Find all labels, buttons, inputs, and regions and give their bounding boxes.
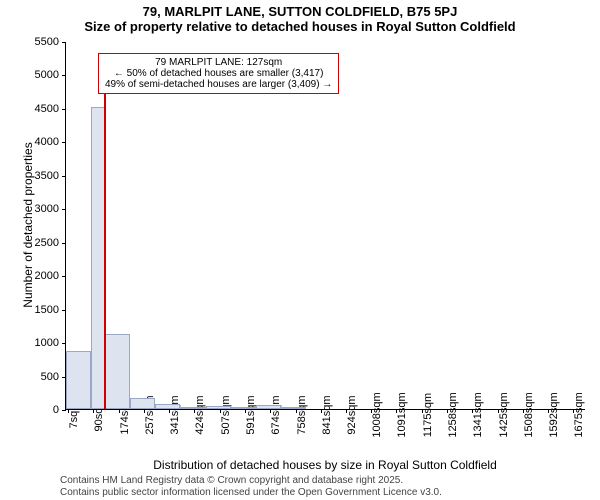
y-tick-label: 5000 [35,69,59,81]
y-tick-label: 4000 [35,136,59,148]
x-tick-label: 1258sqm [447,392,459,437]
y-tick [62,75,66,76]
chart-title-line2: Size of property relative to detached ho… [0,19,600,34]
y-tick [62,42,66,43]
x-tick-label: 841sqm [321,395,333,434]
x-tick-label: 1675sqm [573,392,585,437]
histogram-bar [180,407,205,409]
y-tick [62,343,66,344]
x-axis-label: Distribution of detached houses by size … [65,458,585,472]
annotation-line: ← 50% of detached houses are smaller (3,… [105,68,332,79]
histogram-bar [231,407,256,409]
y-tick-label: 1500 [35,304,59,316]
x-tick-label: 1341sqm [472,392,484,437]
y-tick [62,276,66,277]
y-tick-label: 5500 [35,36,59,48]
histogram-bar [130,398,155,409]
y-tick-label: 4500 [35,103,59,115]
y-tick-label: 2500 [35,237,59,249]
annotation-box: 79 MARLPIT LANE: 127sqm← 50% of detached… [98,53,339,94]
histogram-bar [66,351,91,409]
x-tick-label: 674sqm [270,395,282,434]
annotation-line: 79 MARLPIT LANE: 127sqm [105,57,332,68]
histogram-bar [155,404,180,409]
y-tick [62,209,66,210]
y-tick [62,243,66,244]
y-tick [62,176,66,177]
x-tick-label: 424sqm [194,395,206,434]
attribution-line1: Contains HM Land Registry data © Crown c… [60,475,403,486]
y-tick-label: 1000 [35,337,59,349]
histogram-bar [91,107,105,409]
x-tick-label: 1508sqm [523,392,535,437]
y-tick-label: 0 [53,404,59,416]
x-tick-label: 1592sqm [548,392,560,437]
chart-title-line1: 79, MARLPIT LANE, SUTTON COLDFIELD, B75 … [0,4,600,19]
histogram-bar [206,406,231,409]
x-tick-label: 1091sqm [396,392,408,437]
x-tick-label: 591sqm [245,395,257,434]
y-tick [62,310,66,311]
y-tick [62,109,66,110]
y-tick [62,142,66,143]
x-tick-label: 924sqm [346,395,358,434]
y-tick-label: 2000 [35,270,59,282]
y-tick-label: 3500 [35,170,59,182]
x-tick-label: 1425sqm [498,392,510,437]
annotation-line: 49% of semi-detached houses are larger (… [105,79,332,90]
y-axis-label: Number of detached properties [21,135,35,315]
x-tick-label: 1008sqm [371,392,383,437]
marker-line [104,81,106,409]
attribution-line2: Contains public sector information licen… [60,487,442,498]
chart-container: 79, MARLPIT LANE, SUTTON COLDFIELD, B75 … [0,0,600,500]
x-tick-label: 341sqm [169,395,181,434]
x-tick-label: 1175sqm [422,393,434,437]
plot-area: 0500100015002000250030003500400045005000… [65,42,585,410]
x-tick-label: 758sqm [296,395,308,434]
histogram-bar [256,405,281,409]
y-tick [62,410,66,411]
y-tick-label: 500 [41,371,59,383]
y-tick-label: 3000 [35,203,59,215]
x-tick-label: 507sqm [220,395,232,434]
histogram-bar [281,407,306,409]
histogram-bar [105,334,130,409]
